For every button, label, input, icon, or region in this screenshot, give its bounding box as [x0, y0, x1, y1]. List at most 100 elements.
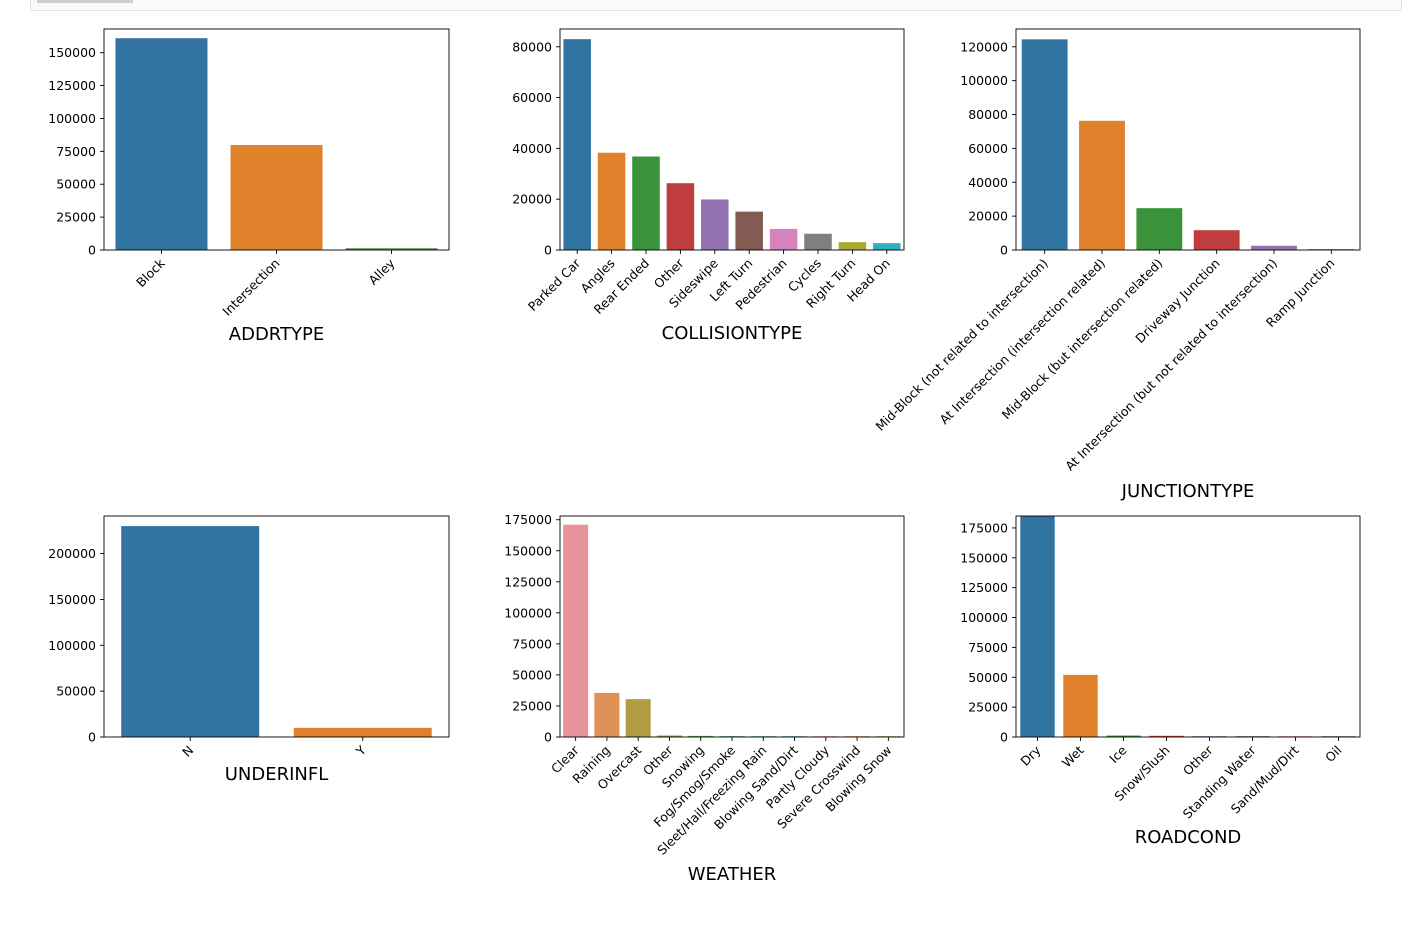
- weather-ytick-label: 150000: [504, 543, 552, 558]
- underinfl-ytick-label: 150000: [48, 592, 96, 607]
- junctiontype-bar-at-intersection-intersection-related: [1079, 120, 1125, 250]
- weather-chart: 0 25000 50000 75000 100000 125000 150000 175000…: [504, 512, 905, 885]
- collisiontype-bar-cycles: [804, 233, 832, 250]
- underinfl-ytick-label: 100000: [48, 638, 96, 653]
- weather-ytick-label: 125000: [504, 574, 552, 589]
- roadcond-xtick-label: Wet: [1059, 742, 1087, 770]
- weather-ytick-label: 25000: [512, 698, 552, 713]
- weather-bar-snowing: [688, 735, 714, 737]
- junctiontype-ytick-label: 20000: [968, 209, 1008, 224]
- collisiontype-bar-left-turn: [735, 211, 763, 250]
- collisiontype-bar-angles: [597, 152, 626, 250]
- collisiontype-bar-right-turn: [838, 242, 867, 250]
- junctiontype-axis-label: JUNCTIONTYPE: [1121, 481, 1255, 502]
- roadcond-ytick-label: 150000: [960, 550, 1008, 565]
- weather-bar-other: [656, 735, 682, 737]
- underinfl-ytick-label: 200000: [48, 546, 96, 561]
- addrtype-bar-alley: [345, 248, 438, 250]
- roadcond-ytick-label: 100000: [960, 610, 1008, 625]
- roadcond-bar-wet: [1063, 674, 1098, 737]
- junctiontype-axes-frame: [1015, 28, 1361, 251]
- addrtype-xtick-label: Alley: [365, 255, 398, 288]
- collisiontype-bar-pedestrian: [769, 228, 798, 250]
- addrtype-ytick-label: 0: [88, 243, 96, 258]
- junctiontype-bar-driveway-junction: [1193, 230, 1240, 250]
- junctiontype-ytick-label: 80000: [968, 107, 1008, 122]
- junctiontype-xtick-label: At Intersection (but not related to inte…: [1062, 256, 1280, 474]
- underinfl-axes-frame: [103, 515, 450, 738]
- underinfl-bar-n: [121, 526, 260, 737]
- underinfl-ytick-label: 50000: [56, 684, 96, 699]
- addrtype-chart: 0 25000 50000 75000 100000 125000 150000 Block I…: [48, 28, 450, 345]
- weather-bar-raining: [594, 692, 620, 737]
- underinfl-xtick-label: N: [179, 743, 196, 760]
- collisiontype-bar-other: [666, 183, 695, 250]
- roadcond-xtick-label: Oil: [1322, 743, 1344, 765]
- collisiontype-ytick-label: 20000: [512, 192, 552, 207]
- roadcond-ytick-label: 25000: [968, 700, 1008, 715]
- junctiontype-ytick-label: 60000: [968, 141, 1008, 156]
- underinfl-chart: 0 50000 100000 150000 200000 N Y UNDERINFL: [48, 515, 450, 785]
- junctiontype-ytick-label: 40000: [968, 175, 1008, 190]
- addrtype-ytick-label: 100000: [48, 111, 96, 126]
- weather-bar-overcast: [625, 699, 651, 737]
- addrtype-ytick-label: 125000: [48, 78, 96, 93]
- collisiontype-bar-head-on: [873, 243, 901, 250]
- roadcond-ytick-label: 175000: [960, 520, 1008, 535]
- roadcond-ytick-label: 75000: [968, 640, 1008, 655]
- underinfl-ytick-label: 0: [88, 730, 96, 745]
- addrtype-bar-intersection: [230, 145, 323, 250]
- collisiontype-bar-rear-ended: [632, 156, 660, 250]
- weather-axis-label: WEATHER: [688, 864, 777, 885]
- addrtype-ytick-label: 25000: [56, 210, 96, 225]
- addrtype-xtick-label: Block: [133, 255, 168, 290]
- collisiontype-ytick-label: 60000: [512, 90, 552, 105]
- weather-ytick-label: 0: [544, 730, 552, 745]
- addrtype-ytick-label: 50000: [56, 177, 96, 192]
- roadcond-bar-dry: [1020, 516, 1055, 737]
- roadcond-bar-ice: [1106, 735, 1141, 737]
- collisiontype-ytick-label: 40000: [512, 141, 552, 156]
- underinfl-axis-label: UNDERINFL: [225, 764, 329, 785]
- collisiontype-axis-label: COLLISIONTYPE: [662, 323, 803, 344]
- underinfl-xtick-label: Y: [352, 742, 369, 759]
- collisiontype-bar-parked-car: [563, 39, 591, 250]
- addrtype-axis-label: ADDRTYPE: [229, 324, 324, 345]
- junctiontype-ytick-label: 120000: [960, 39, 1008, 54]
- roadcond-xtick-label: Standing Water: [1180, 742, 1260, 822]
- collisiontype-axes-frame: [559, 28, 905, 251]
- roadcond-axes-frame: [1015, 515, 1361, 738]
- junctiontype-chart: 020000400006000080000100000120000Mid-Blo…: [873, 28, 1361, 502]
- collisiontype-ytick-label: 80000: [512, 39, 552, 54]
- underinfl-bar-y: [293, 727, 432, 737]
- collisiontype-ytick-label: 0: [544, 243, 552, 258]
- roadcond-axis-label: ROADCOND: [1135, 827, 1242, 848]
- junctiontype-bar-mid-block-not-related-to-intersection: [1021, 39, 1068, 250]
- junctiontype-ytick-label: 100000: [960, 73, 1008, 88]
- roadcond-ytick-label: 50000: [968, 670, 1008, 685]
- weather-ytick-label: 175000: [504, 512, 552, 527]
- addrtype-xtick-label: Intersection: [219, 256, 282, 319]
- addrtype-ytick-label: 75000: [56, 144, 96, 159]
- weather-ytick-label: 100000: [504, 605, 552, 620]
- roadcond-bar-snow-slush: [1149, 735, 1184, 737]
- roadcond-xtick-label: Other: [1180, 742, 1216, 778]
- weather-ytick-label: 50000: [512, 667, 552, 682]
- addrtype-ytick-label: 150000: [48, 45, 96, 60]
- roadcond-chart: 0 25000 50000 75000 100000 125000 150000 175000…: [960, 515, 1361, 848]
- collisiontype-xtick-label: Parked Car: [525, 255, 584, 314]
- weather-bar-clear: [563, 524, 589, 737]
- junctiontype-bar-at-intersection-but-not-related-to-intersection: [1251, 245, 1297, 250]
- weather-ytick-label: 75000: [512, 636, 552, 651]
- horizontal-scrollbar[interactable]: [37, 0, 133, 3]
- roadcond-ytick-label: 0: [1000, 730, 1008, 745]
- junctiontype-ytick-label: 0: [1000, 243, 1008, 258]
- roadcond-xtick-label: Ice: [1106, 742, 1130, 766]
- junctiontype-bar-mid-block-but-intersection-related: [1136, 208, 1183, 250]
- roadcond-xtick-label: Dry: [1017, 742, 1044, 769]
- roadcond-ytick-label: 125000: [960, 580, 1008, 595]
- collisiontype-bar-sideswipe: [701, 199, 729, 250]
- addrtype-bar-block: [115, 38, 208, 251]
